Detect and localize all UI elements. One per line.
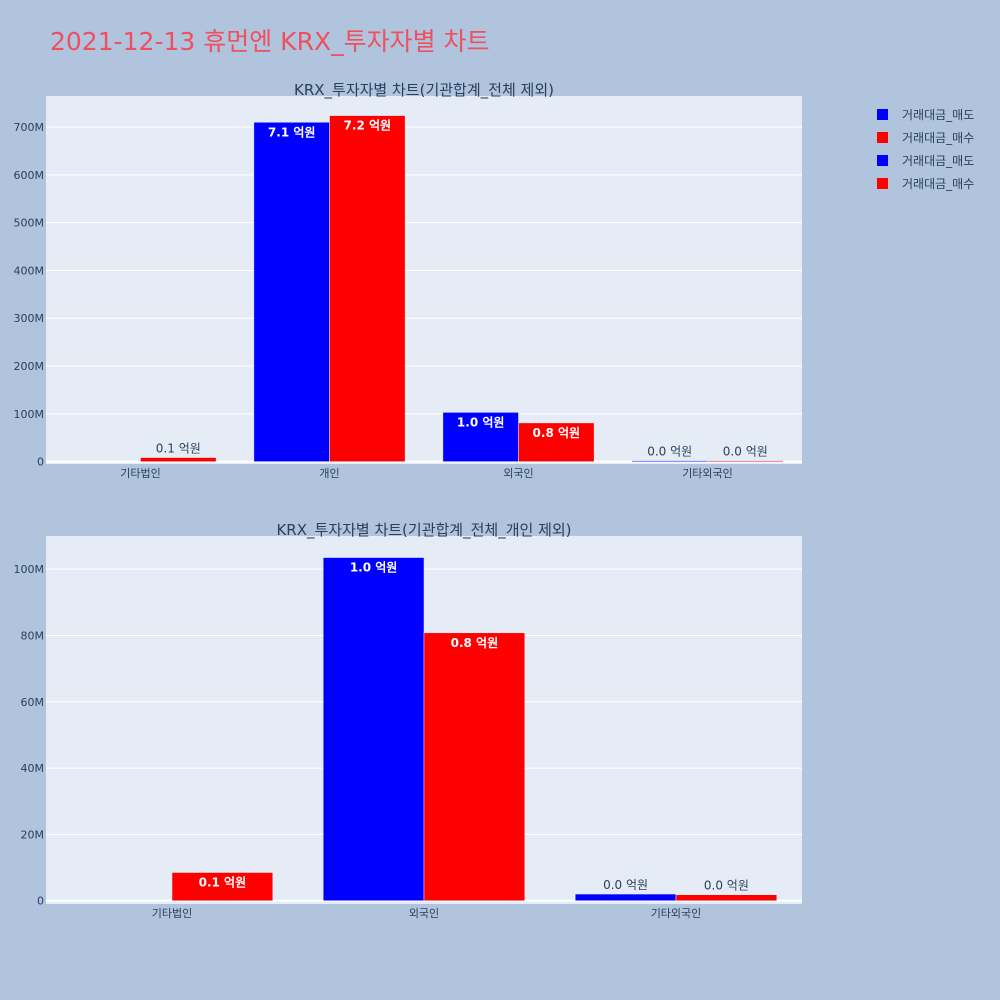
bar — [423, 632, 526, 901]
x-tick-label: 기타외국인 — [651, 907, 702, 920]
data-label: 0.0 억원 — [647, 445, 692, 459]
data-label: 0.8 억원 — [533, 426, 581, 440]
y-tick-label: 600M — [14, 169, 45, 182]
x-tick-label: 외국인 — [409, 907, 439, 920]
bar — [253, 122, 330, 462]
chart-title: KRX_투자자별 차트(기관합계_전체_개인 제외) — [276, 521, 571, 540]
x-tick-label: 기타외국인 — [682, 467, 733, 480]
chart-2: 0 20M 40M 60M 80M 100M KRX_투자자별 차트(기관합계_전체_개인 … — [14, 521, 802, 920]
data-label: 1.0 억원 — [350, 561, 398, 575]
legend-swatch — [877, 178, 888, 189]
y-tick-label: 300M — [14, 312, 45, 325]
plot-area — [46, 96, 802, 464]
bar — [675, 894, 778, 901]
bar — [631, 460, 708, 462]
data-label: 0.0 억원 — [704, 879, 749, 893]
bar — [322, 557, 425, 901]
bar — [574, 893, 677, 901]
legend-swatch — [877, 155, 888, 166]
x-tick-label: 기타법인 — [120, 467, 160, 480]
x-tick-label: 개인 — [319, 467, 339, 480]
bar — [707, 460, 784, 462]
y-tick-label: 700M — [14, 121, 45, 134]
y-tick-label: 200M — [14, 360, 45, 373]
legend-swatch — [877, 109, 888, 120]
legend-label: 거래대금_매도 — [902, 108, 974, 122]
y-tick-label: 0 — [37, 456, 44, 469]
legend-label: 거래대금_매수 — [902, 177, 974, 191]
y-tick-label: 100M — [14, 563, 45, 576]
data-label: 0.1 억원 — [199, 876, 247, 890]
chart-title: KRX_투자자별 차트(기관합계_전체 제외) — [294, 81, 554, 100]
page-title: 2021-12-13 휴먼엔 KRX_투자자별 차트 — [50, 27, 490, 56]
legend-swatch — [877, 132, 888, 143]
bar — [518, 422, 595, 462]
data-label: 7.1 억원 — [268, 125, 316, 139]
y-tick-label: 60M — [21, 696, 45, 709]
data-label: 1.0 억원 — [457, 415, 505, 429]
legend-label: 거래대금_매수 — [902, 131, 974, 145]
y-tick-label: 400M — [14, 264, 45, 277]
y-tick-label: 80M — [21, 629, 45, 642]
y-tick-label: 40M — [21, 762, 45, 775]
y-tick-label: 20M — [21, 828, 45, 841]
y-tick-label: 500M — [14, 217, 45, 230]
bar — [442, 412, 519, 462]
data-label: 0.0 억원 — [603, 878, 648, 892]
chart-1: 0 100M 200M 300M 400M 500M 600M 700M KRX_투자자별 차트… — [14, 81, 802, 480]
y-tick-label: 0 — [37, 895, 44, 908]
x-tick-label: 외국인 — [503, 467, 533, 480]
data-label: 0.8 억원 — [451, 636, 499, 650]
bar — [140, 457, 217, 462]
data-label: 0.0 억원 — [723, 445, 768, 459]
data-label: 0.1 억원 — [156, 442, 201, 456]
data-label: 7.2 억원 — [344, 119, 392, 133]
legend-label: 거래대금_매도 — [902, 154, 974, 168]
x-tick-label: 기타법인 — [152, 907, 192, 920]
bar — [329, 115, 406, 462]
y-tick-label: 100M — [14, 408, 45, 421]
bar — [171, 872, 274, 901]
